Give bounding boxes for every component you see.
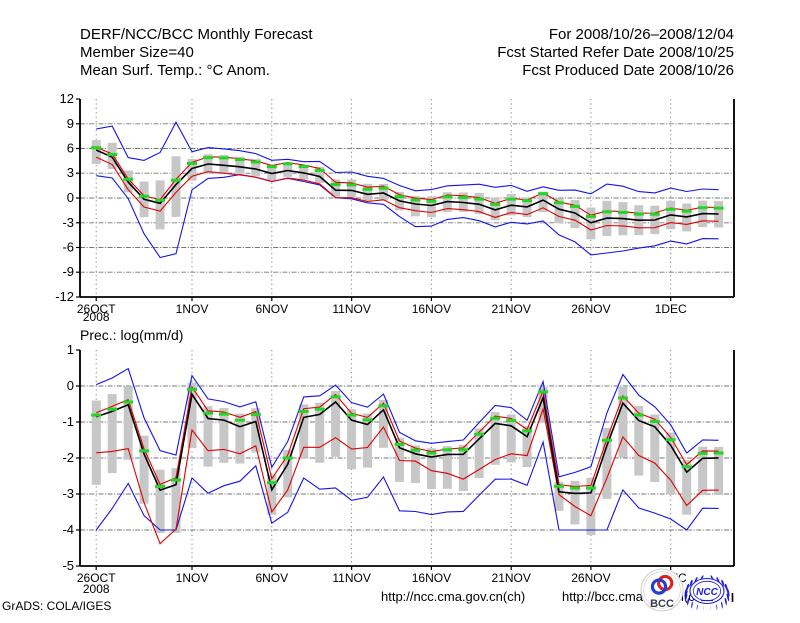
svg-text:GrADS: COLA/IGES: GrADS: COLA/IGES [2, 599, 111, 613]
svg-text:11NOV: 11NOV [332, 302, 370, 316]
svg-text:DERF/NCC/BCC Monthly Forecast: DERF/NCC/BCC Monthly Forecast [80, 26, 313, 43]
svg-text:21NOV: 21NOV [492, 302, 531, 316]
svg-text:-9: -9 [62, 264, 74, 279]
svg-text:-6: -6 [62, 240, 74, 255]
svg-text:Member Size=40: Member Size=40 [80, 44, 194, 61]
svg-text:3: 3 [67, 165, 74, 180]
svg-text:-2: -2 [62, 450, 74, 465]
svg-text:16NOV: 16NOV [412, 302, 451, 316]
svg-text:-1: -1 [62, 414, 74, 429]
svg-text:-5: -5 [62, 558, 74, 573]
svg-text:BCC: BCC [650, 598, 674, 610]
svg-text:-12: -12 [55, 289, 74, 304]
svg-text:21NOV: 21NOV [492, 571, 531, 585]
svg-text:1: 1 [67, 342, 74, 357]
svg-text:-3: -3 [62, 486, 74, 501]
svg-text:9: 9 [67, 116, 74, 131]
svg-text:0: 0 [67, 190, 74, 205]
svg-text:6NOV: 6NOV [255, 302, 288, 316]
svg-text:6NOV: 6NOV [255, 571, 288, 585]
svg-text:26NOV: 26NOV [571, 571, 610, 585]
svg-text:1DEC: 1DEC [655, 302, 687, 316]
svg-text:16NOV: 16NOV [412, 571, 451, 585]
svg-text:http://ncc.cma.gov.cn(ch): http://ncc.cma.gov.cn(ch) [381, 589, 525, 604]
svg-text:2008: 2008 [83, 310, 110, 324]
svg-text:-3: -3 [62, 215, 74, 230]
svg-text:6: 6 [67, 141, 74, 156]
svg-text:0: 0 [67, 378, 74, 393]
svg-text:NCC: NCC [696, 587, 718, 598]
svg-text:1NOV: 1NOV [176, 302, 209, 316]
svg-text:For 2008/10/26–2008/12/04: For 2008/10/26–2008/12/04 [549, 26, 734, 43]
svg-text:26NOV: 26NOV [571, 302, 610, 316]
svg-text:Prec.: log(mm/d): Prec.: log(mm/d) [80, 327, 183, 343]
svg-text:Mean Surf. Temp.: °C Anom.: Mean Surf. Temp.: °C Anom. [80, 62, 270, 79]
svg-text:2008: 2008 [83, 582, 110, 596]
svg-text:-4: -4 [62, 522, 74, 537]
svg-text:12: 12 [60, 91, 74, 106]
svg-text:Fcst Started Refer Date 2008/1: Fcst Started Refer Date 2008/10/25 [497, 44, 734, 61]
svg-text:1NOV: 1NOV [176, 571, 209, 585]
svg-text:Fcst Produced Date 2008/10/26: Fcst Produced Date 2008/10/26 [522, 62, 734, 79]
svg-text:11NOV: 11NOV [332, 571, 370, 585]
